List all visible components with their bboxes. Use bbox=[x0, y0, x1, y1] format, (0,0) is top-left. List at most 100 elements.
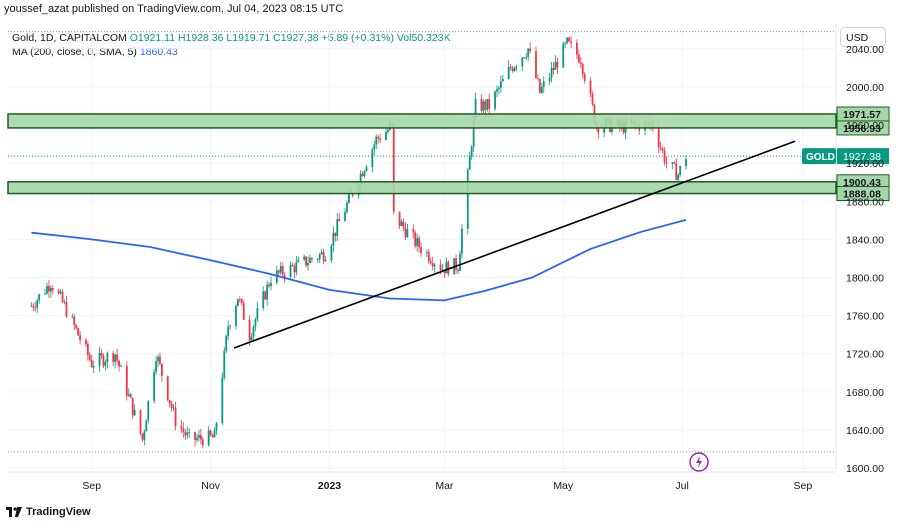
publish-info: youssef_azat published on TradingView.co… bbox=[4, 3, 344, 15]
candle-body bbox=[665, 162, 668, 164]
candle-body bbox=[398, 211, 401, 226]
candle-body bbox=[92, 365, 95, 368]
candle-body bbox=[338, 219, 341, 222]
candle-body bbox=[297, 259, 300, 263]
legend-ohlc: O1921.11 H1928.36 L1919.71 C1927.38 +5.8… bbox=[129, 32, 451, 44]
candle-body bbox=[254, 319, 257, 327]
candle-body bbox=[188, 432, 191, 433]
candle-body bbox=[100, 352, 103, 356]
candle-body bbox=[591, 93, 594, 105]
zone-price-tag bbox=[836, 120, 890, 136]
candle-body bbox=[418, 237, 420, 248]
ma-series bbox=[31, 219, 687, 302]
candle-body bbox=[461, 228, 463, 254]
time-tick-label: Mar bbox=[435, 480, 454, 492]
tradingview-logo-icon bbox=[6, 507, 22, 517]
candle-body bbox=[46, 286, 48, 294]
candle-body bbox=[281, 266, 284, 275]
last-price-symbol-tag bbox=[802, 148, 836, 165]
candle-body bbox=[589, 80, 592, 94]
candle-body bbox=[501, 78, 504, 82]
candle-body bbox=[529, 48, 532, 51]
candle-body bbox=[129, 394, 132, 398]
candle-body bbox=[427, 251, 430, 262]
candle-body bbox=[579, 62, 582, 64]
ma-200-line bbox=[31, 219, 687, 302]
candle-body bbox=[361, 173, 364, 177]
candle-body bbox=[525, 57, 528, 58]
candle-body bbox=[679, 166, 682, 176]
candle-body bbox=[235, 306, 237, 326]
price-tick-label: 2040.00 bbox=[846, 44, 884, 56]
candle-body bbox=[143, 431, 146, 440]
candle-body bbox=[685, 159, 687, 167]
candle-body bbox=[238, 299, 241, 300]
candle-body bbox=[521, 57, 524, 67]
support-trendline bbox=[233, 140, 796, 349]
price-tick-label: 1840.00 bbox=[846, 234, 884, 246]
candle-body bbox=[511, 68, 514, 72]
candle-body bbox=[316, 259, 319, 260]
candle-body bbox=[429, 261, 432, 264]
last-price-value: 1927.38 bbox=[843, 151, 881, 163]
candle-body bbox=[157, 356, 159, 362]
candle-body bbox=[266, 284, 269, 300]
price-tick-label: 1600.00 bbox=[846, 463, 884, 475]
candle-body bbox=[420, 247, 422, 253]
candle-body bbox=[671, 162, 674, 164]
candle-body bbox=[59, 291, 62, 294]
currency-selector[interactable]: USD bbox=[840, 27, 886, 47]
candle-body bbox=[120, 366, 122, 367]
candle-body bbox=[330, 245, 333, 261]
candle-body bbox=[583, 74, 586, 81]
candle-body bbox=[441, 269, 444, 271]
candle-body bbox=[507, 66, 510, 79]
candle-body bbox=[71, 316, 74, 318]
candle-body bbox=[270, 282, 272, 287]
candle-body bbox=[48, 286, 50, 292]
candle-body bbox=[250, 336, 253, 341]
time-tick-label: Jul bbox=[675, 480, 688, 492]
candle-body bbox=[363, 170, 366, 177]
footer-brand-text: TradingView bbox=[26, 506, 91, 518]
candle-body bbox=[252, 326, 255, 337]
candle-body bbox=[457, 269, 459, 271]
time-tick-label: May bbox=[553, 480, 574, 492]
candle-body bbox=[470, 146, 473, 157]
candle-body bbox=[98, 352, 101, 366]
candle-body bbox=[515, 66, 518, 68]
candle-body bbox=[661, 148, 664, 151]
candle-body bbox=[564, 43, 567, 44]
candle-body bbox=[207, 430, 210, 446]
candle-body bbox=[63, 301, 66, 303]
candle-body bbox=[196, 438, 198, 440]
candle-body bbox=[264, 291, 267, 300]
candle-body bbox=[513, 67, 516, 72]
candle-body bbox=[496, 88, 498, 92]
candle-body bbox=[201, 439, 204, 446]
candle-body bbox=[236, 299, 239, 307]
candle-body bbox=[344, 212, 346, 222]
candle-body bbox=[38, 294, 41, 301]
candle-body bbox=[550, 67, 553, 78]
candle-body bbox=[468, 156, 471, 170]
candle-body bbox=[295, 262, 298, 273]
candle-body bbox=[32, 306, 35, 308]
candle-body bbox=[242, 303, 245, 320]
candle-body bbox=[309, 258, 311, 264]
candle-body bbox=[106, 353, 109, 363]
candle-body bbox=[318, 254, 321, 260]
candle-body bbox=[131, 397, 134, 416]
candle-body bbox=[307, 263, 309, 266]
candle-body bbox=[439, 264, 442, 271]
candle-body bbox=[268, 284, 270, 287]
candle-body bbox=[581, 63, 584, 75]
candle-body bbox=[400, 221, 403, 226]
candle-body bbox=[112, 353, 115, 363]
candle-body bbox=[155, 361, 157, 372]
candle-body bbox=[225, 336, 228, 352]
candle-body bbox=[482, 101, 485, 111]
zone-price-label: 1888.08 bbox=[843, 189, 881, 201]
